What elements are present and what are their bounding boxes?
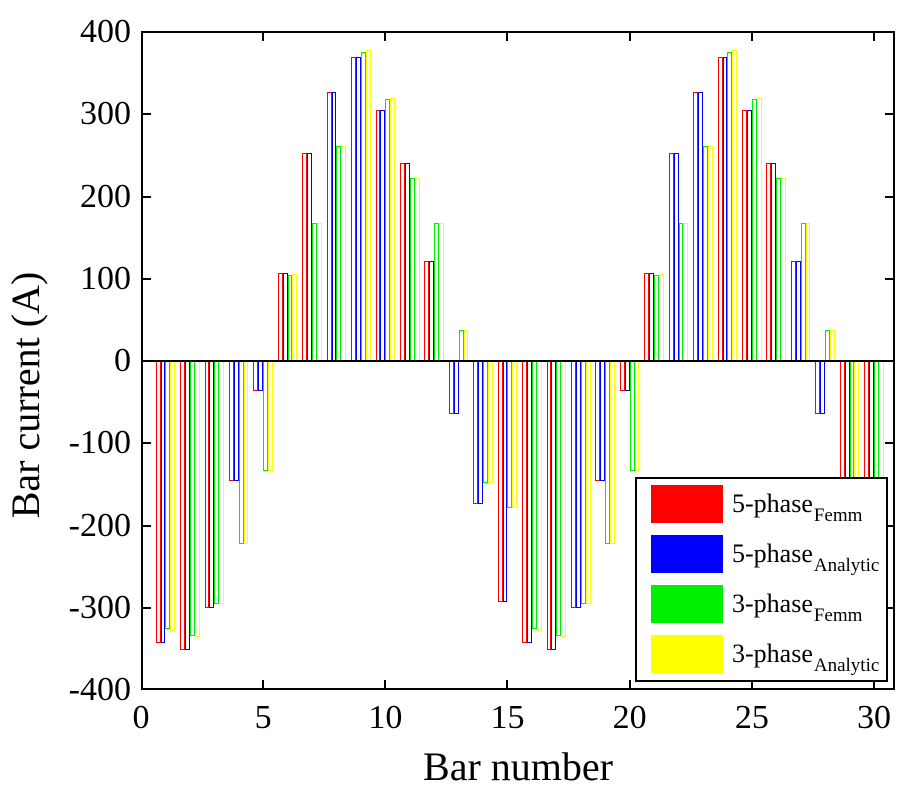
bar-3-phase-analytic-24: [732, 50, 738, 361]
bar-3-phase-analytic-29: [854, 361, 860, 483]
legend-row: 5-phaseFemm: [637, 485, 886, 526]
x-tick-label-5: 5: [254, 699, 272, 736]
x-tick-top-5: [262, 31, 265, 41]
bar-3-phase-analytic-2: [194, 361, 200, 638]
legend: 5-phaseFemm 5-phaseAnalytic 3-phaseFemm …: [635, 477, 888, 682]
x-tick-top-15: [506, 31, 509, 41]
bar-3-phase-analytic-8: [341, 145, 347, 361]
bar-3-phase-analytic-18: [585, 361, 591, 604]
y-tick-left--100: [141, 442, 151, 445]
bar-3-phase-analytic-17: [561, 361, 567, 638]
x-tick-top-30: [872, 31, 875, 41]
bar-5-phase-analytic-13: [453, 361, 459, 415]
y-tick-left--200: [141, 524, 151, 527]
bar-3-phase-analytic-22: [683, 222, 689, 361]
y-tick-label-300: 300: [80, 95, 131, 133]
plot-area: 5-phaseFemm 5-phaseAnalytic 3-phaseFemm …: [141, 31, 895, 690]
y-tick-right-200: [885, 195, 895, 198]
bar-3-phase-analytic-26: [781, 177, 787, 361]
bar-3-phase-analytic-3: [219, 361, 225, 604]
bar-3-phase-analytic-16: [536, 361, 542, 631]
y-tick-right-100: [885, 277, 895, 280]
bar-3-phase-analytic-20: [634, 361, 640, 472]
legend-label: 5-phaseFemm: [732, 489, 863, 526]
y-tick-label-100: 100: [80, 259, 131, 297]
bar-3-phase-analytic-21: [658, 273, 664, 361]
x-tick-label-10: 10: [368, 699, 403, 736]
legend-label: 3-phaseFemm: [732, 589, 863, 626]
y-tick-right--400: [885, 689, 895, 690]
x-tick-label-25: 25: [734, 699, 769, 736]
bar-5-phase-analytic-28: [820, 361, 826, 415]
x-tick-top-25: [750, 31, 753, 41]
y-tick-label-200: 200: [80, 177, 131, 215]
legend-row: 3-phaseFemm: [637, 585, 886, 626]
y-tick-right--300: [885, 606, 895, 609]
bar-3-phase-analytic-1: [170, 361, 176, 631]
y-tick-right-0: [885, 360, 895, 362]
bar-3-phase-analytic-10: [390, 97, 396, 361]
bar-3-phase-analytic-14: [487, 361, 493, 483]
x-tick-bottom-30: [872, 680, 875, 690]
bar-3-phase-analytic-19: [610, 361, 615, 545]
bar-3-phase-analytic-13: [463, 329, 469, 361]
bar-3-phase-analytic-23: [707, 145, 713, 361]
y-tick-label-400: 400: [80, 13, 131, 50]
x-tick-bottom-20: [628, 680, 631, 690]
bar-3-phase-analytic-11: [414, 177, 420, 361]
x-tick-label-0: 0: [132, 699, 150, 736]
y-tick-right-400: [885, 31, 895, 33]
y-tick-left-400: [141, 31, 151, 33]
y-tick-left--400: [141, 689, 151, 690]
legend-swatch-5-phase-femm: [651, 485, 723, 523]
legend-row: 3-phaseAnalytic: [637, 635, 886, 676]
y-tick-label--100: -100: [68, 424, 131, 462]
y-tick-label--200: -200: [68, 506, 131, 544]
bar-3-phase-analytic-9: [365, 50, 371, 361]
legend-label: 5-phaseAnalytic: [732, 539, 880, 576]
bar-3-phase-analytic-28: [830, 329, 835, 361]
x-tick-top-10: [384, 31, 387, 41]
y-tick-left-0: [141, 360, 151, 362]
x-tick-bottom-25: [750, 680, 753, 690]
x-tick-bottom-10: [384, 680, 387, 690]
bar-3-phase-analytic-6: [292, 273, 298, 361]
bar-3-phase-analytic-12: [439, 222, 444, 361]
x-tick-bottom-15: [506, 680, 509, 690]
bar-3-phase-analytic-25: [756, 97, 762, 361]
y-tick-label--300: -300: [68, 588, 131, 626]
y-tick-label--400: -400: [68, 671, 131, 708]
y-tick-left--300: [141, 606, 151, 609]
bar-3-phase-analytic-4: [243, 361, 249, 545]
legend-swatch-5-phase-analytic: [651, 535, 723, 573]
zero-baseline: [141, 360, 895, 362]
y-axis-label: Bar current (A): [3, 271, 48, 519]
y-tick-right-300: [885, 113, 895, 116]
x-axis-label: Bar number: [423, 744, 613, 789]
bar-3-phase-analytic-5: [268, 361, 273, 472]
bar-3-phase-analytic-7: [316, 222, 322, 361]
legend-swatch-3-phase-femm: [651, 585, 723, 623]
legend-swatch-3-phase-analytic: [651, 635, 723, 673]
x-tick-label-20: 20: [612, 699, 647, 736]
y-tick-left-300: [141, 113, 151, 116]
x-tick-bottom-5: [262, 680, 265, 690]
y-tick-label-0: 0: [114, 342, 131, 379]
y-tick-right--100: [885, 442, 895, 445]
x-tick-label-15: 15: [490, 699, 525, 736]
bar-3-phase-analytic-15: [512, 361, 518, 509]
bar-3-phase-analytic-27: [805, 222, 811, 361]
y-tick-left-100: [141, 277, 151, 280]
x-tick-top-20: [628, 31, 631, 41]
y-tick-left-200: [141, 195, 151, 198]
legend-row: 5-phaseAnalytic: [637, 535, 886, 576]
legend-label: 3-phaseAnalytic: [732, 639, 880, 676]
y-tick-right--200: [885, 524, 895, 527]
x-tick-label-30: 30: [856, 699, 891, 736]
